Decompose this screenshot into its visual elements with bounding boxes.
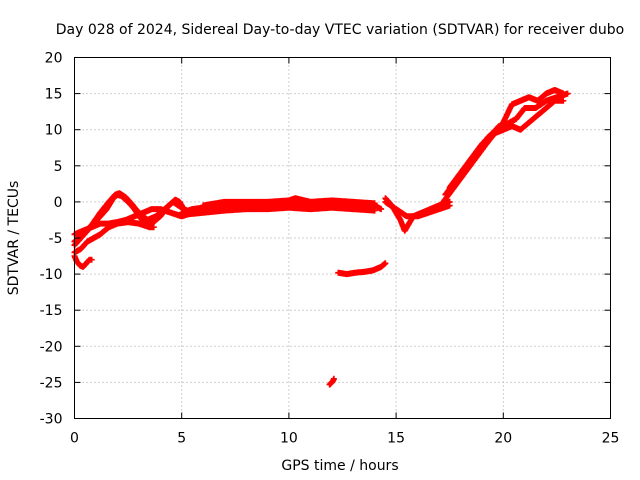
chart-title: Day 028 of 2024, Sidereal Day-to-day VTE… [56, 22, 624, 38]
x-tick-label: 5 [177, 431, 186, 447]
y-tick-label: 20 [45, 51, 63, 67]
y-tick-label: -5 [49, 231, 63, 247]
x-axis-title: GPS time / hours [281, 458, 398, 474]
y-tick-label: 0 [54, 195, 63, 211]
ticks-layer: 0 5 10 15 20 25 -30 -25 -20 -15 -10 -5 0 5 10 15 20 [40, 51, 620, 447]
data-point-markers [178, 204, 378, 218]
y-tick-label: -10 [40, 267, 63, 283]
y-tick-label: 15 [45, 87, 63, 103]
y-tick-label: -25 [40, 375, 63, 391]
data-layer [71, 87, 571, 388]
grid-layer [74, 57, 611, 419]
x-tick-label: 20 [494, 431, 512, 447]
x-tick-label: 0 [70, 431, 79, 447]
series-band-dip-15-b [382, 198, 453, 220]
series-band-flat-lower [178, 204, 378, 218]
data-point-markers [326, 375, 337, 388]
series-outlier-cluster [326, 375, 337, 388]
x-tick-label: 15 [387, 431, 405, 447]
data-point-markers [382, 198, 453, 220]
y-tick-label: 10 [45, 123, 63, 139]
series-segment-offset [335, 260, 389, 278]
data-point-markers [335, 260, 389, 278]
data-point-markers [200, 195, 378, 209]
y-tick-label: -15 [40, 303, 63, 319]
data-point-markers [440, 97, 567, 205]
x-tick-label: 10 [280, 431, 298, 447]
y-tick-label: -30 [40, 412, 63, 428]
series-band-flat-upper [200, 195, 378, 209]
y-axis-title: SDTVAR / TECUs [6, 181, 22, 296]
x-tick-label: 25 [602, 431, 620, 447]
series-band-rise-c [440, 97, 567, 205]
y-tick-label: -20 [40, 339, 63, 355]
y-tick-label: 5 [54, 159, 63, 175]
